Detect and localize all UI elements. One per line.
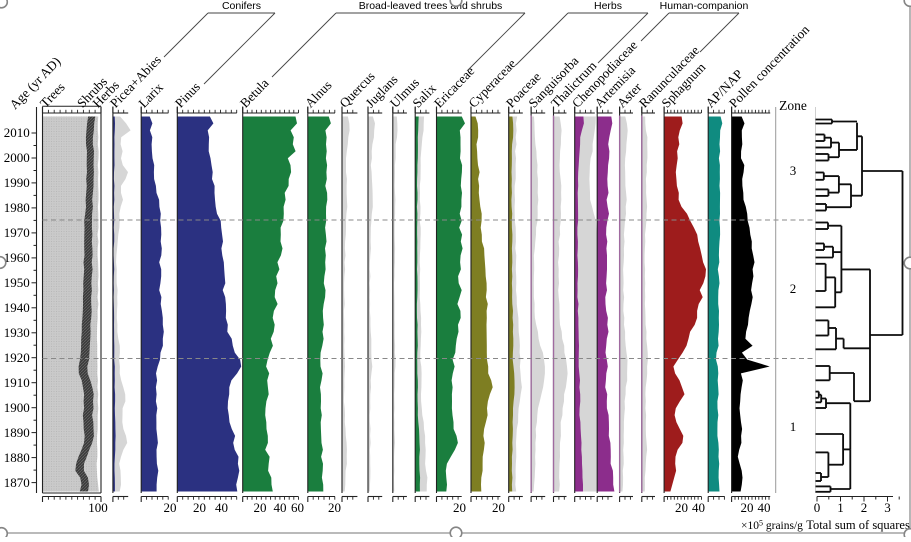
svg-text:Zone: Zone [779, 98, 807, 113]
svg-text:Herbs: Herbs [594, 0, 622, 12]
svg-text:40: 40 [274, 500, 287, 515]
svg-text:2010: 2010 [4, 125, 30, 140]
svg-text:20: 20 [193, 500, 206, 515]
svg-text:0: 0 [814, 500, 821, 515]
svg-text:1: 1 [790, 419, 797, 434]
svg-text:1870: 1870 [4, 475, 30, 490]
svg-text:20: 20 [328, 500, 341, 515]
svg-text:1990: 1990 [4, 175, 30, 190]
svg-text:2: 2 [790, 281, 797, 296]
svg-text:1920: 1920 [4, 350, 30, 365]
svg-text:1940: 1940 [4, 300, 30, 315]
svg-text:20: 20 [164, 500, 177, 515]
svg-text:1930: 1930 [4, 325, 30, 340]
svg-text:1880: 1880 [4, 450, 30, 465]
svg-text:60: 60 [291, 500, 304, 515]
svg-text:Total sum of squares: Total sum of squares [806, 518, 910, 532]
svg-text:1960: 1960 [4, 250, 30, 265]
svg-text:1910: 1910 [4, 375, 30, 390]
svg-text:1: 1 [837, 500, 844, 515]
svg-text:40: 40 [215, 500, 228, 515]
svg-text:Conifers: Conifers [222, 0, 261, 12]
svg-text:×105 grains/g: ×105 grains/g [741, 519, 803, 533]
svg-text:Broad-leaved trees and shrubs: Broad-leaved trees and shrubs [359, 0, 503, 12]
svg-text:2000: 2000 [4, 150, 30, 165]
svg-text:20: 20 [675, 500, 688, 515]
svg-text:20: 20 [741, 500, 754, 515]
svg-text:40: 40 [692, 500, 705, 515]
svg-text:2: 2 [861, 500, 868, 515]
svg-text:1950: 1950 [4, 275, 30, 290]
svg-text:100: 100 [88, 500, 108, 515]
svg-text:3: 3 [790, 163, 797, 178]
svg-text:3: 3 [884, 500, 891, 515]
svg-text:20: 20 [453, 500, 466, 515]
svg-text:1970: 1970 [4, 225, 30, 240]
svg-text:1890: 1890 [4, 425, 30, 440]
svg-text:20: 20 [254, 500, 267, 515]
svg-text:20: 20 [492, 500, 505, 515]
svg-text:40: 40 [758, 500, 771, 515]
svg-text:1900: 1900 [4, 400, 30, 415]
svg-text:Human-companion: Human-companion [660, 0, 749, 12]
svg-text:1980: 1980 [4, 200, 30, 215]
